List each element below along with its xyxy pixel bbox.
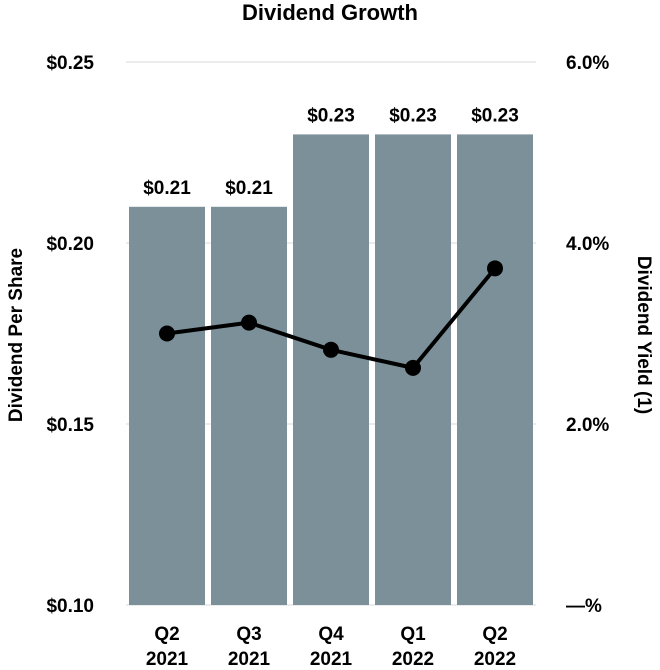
left-tick-label: $0.10 [46,596,94,617]
left-axis-ticks: $0.10 $0.15 $0.20 $0.25 [46,53,94,617]
bars [129,134,533,606]
yield-point [405,359,421,376]
x-tick-label: 2022 [474,649,516,670]
bar-value-label: $0.21 [225,178,273,199]
yield-line [159,260,503,376]
bar [457,134,533,605]
x-tick-label: Q2 [154,624,179,645]
yield-point [323,341,339,358]
x-tick-label: Q1 [400,624,426,645]
bar-value-label: $0.23 [471,105,519,126]
x-tick-label: 2021 [228,649,271,670]
bar [129,206,205,606]
right-tick-label: —% [566,596,602,617]
right-tick-label: 4.0% [566,234,609,255]
x-tick-label: Q3 [236,624,261,645]
left-tick-label: $0.15 [46,415,94,436]
right-tick-label: 6.0% [566,53,609,74]
bar-labels: $0.21 $0.21 $0.23 $0.23 $0.23 [143,105,519,198]
x-tick-label: Q2 [482,624,507,645]
y-axis-label-left: Dividend Per Share [6,248,27,422]
x-axis-ticks: Q2 2021 Q3 2021 Q4 2021 Q1 2022 Q2 2022 [146,624,516,670]
bar-value-label: $0.23 [389,105,437,126]
x-tick-label: 2021 [310,649,353,670]
x-tick-label: 2021 [146,649,189,670]
bar-value-label: $0.21 [143,178,191,199]
bar [211,206,287,606]
yield-point [159,325,175,342]
yield-point [487,260,503,277]
left-tick-label: $0.25 [46,53,94,74]
bar [293,134,369,605]
x-tick-label: Q4 [318,624,344,645]
yield-point [241,314,257,331]
right-axis-ticks: —% 2.0% 4.0% 6.0% [566,53,609,617]
bar-value-label: $0.23 [307,105,355,126]
x-tick-label: 2022 [392,649,434,670]
chart-title: Dividend Growth [242,0,418,25]
left-tick-label: $0.20 [46,234,94,255]
y-axis-label-right: Dividend Yield (1) [633,256,654,414]
right-tick-label: 2.0% [566,415,609,436]
